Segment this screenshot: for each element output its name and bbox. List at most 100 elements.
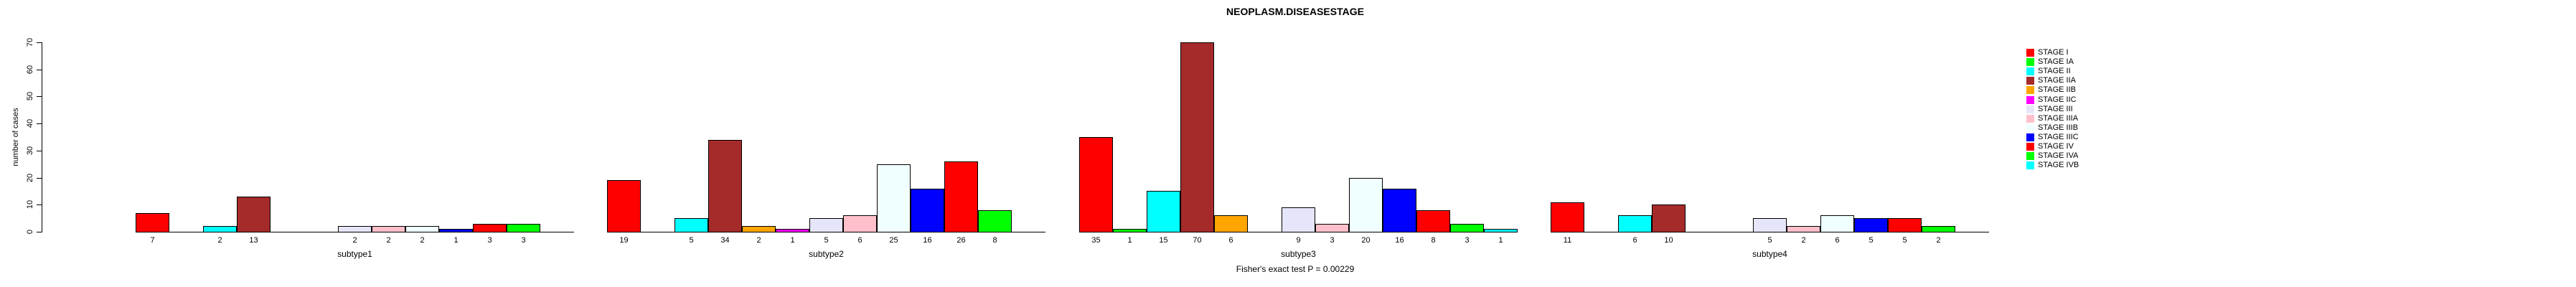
legend-swatch xyxy=(2026,143,2034,151)
bar xyxy=(978,210,1012,232)
bar xyxy=(708,139,742,232)
bar xyxy=(507,223,540,232)
y-tick-label: 10 xyxy=(26,200,34,210)
y-tick xyxy=(37,96,42,98)
bar-value-label: 2 xyxy=(1801,236,1806,245)
bar-value-label: 5 xyxy=(1767,236,1772,245)
chart-title: NEOPLASM.DISEASESTAGE xyxy=(1226,6,1364,17)
bar xyxy=(439,229,473,232)
bar xyxy=(473,223,507,232)
legend-swatch xyxy=(2026,115,2034,123)
bar xyxy=(136,212,169,232)
bar xyxy=(1416,210,1450,232)
bar-value-label: 2 xyxy=(386,236,391,245)
bar xyxy=(911,188,944,232)
bar-value-label: 9 xyxy=(1296,236,1301,245)
bar-value-label: 3 xyxy=(487,236,492,245)
bar-value-label: 15 xyxy=(1159,236,1168,245)
bar xyxy=(843,215,877,232)
bar-value-label: 6 xyxy=(857,236,862,245)
legend-label: STAGE IIIC xyxy=(2038,133,2079,141)
bar-value-label: 1 xyxy=(1127,236,1132,245)
y-tick-label: 0 xyxy=(26,229,34,235)
bar-value-label: 5 xyxy=(689,236,694,245)
legend-label: STAGE IVB xyxy=(2038,161,2079,169)
bar xyxy=(776,229,809,232)
bar xyxy=(1854,218,1888,232)
bar xyxy=(1922,226,1955,232)
bar xyxy=(944,161,978,232)
legend-label: STAGE IVA xyxy=(2038,151,2079,160)
legend-label: STAGE IIIA xyxy=(2038,114,2079,123)
bar xyxy=(405,226,439,232)
bar-value-label: 3 xyxy=(521,236,526,245)
bar xyxy=(1315,223,1349,232)
bar xyxy=(1652,204,1686,232)
bar xyxy=(1180,42,1214,232)
legend-swatch xyxy=(2026,105,2034,113)
bar-value-label: 6 xyxy=(1632,236,1637,245)
bar xyxy=(237,196,271,232)
bar xyxy=(1450,223,1484,232)
bar xyxy=(1113,229,1147,232)
bar xyxy=(1079,137,1113,232)
y-tick xyxy=(37,42,42,43)
y-tick-label: 30 xyxy=(26,146,34,155)
bar-value-label: 5 xyxy=(1868,236,1874,245)
y-tick-label: 20 xyxy=(26,173,34,182)
legend-swatch xyxy=(2026,67,2034,75)
y-tick-label: 60 xyxy=(26,65,34,74)
bar xyxy=(1349,177,1383,232)
legend-label: STAGE IIB xyxy=(2038,85,2076,94)
bar xyxy=(1214,215,1248,232)
bar xyxy=(372,226,405,232)
bar-value-label: 35 xyxy=(1091,236,1101,245)
x-group-label: subtype4 xyxy=(1752,249,1787,259)
y-tick-label: 70 xyxy=(26,37,34,47)
bar-value-label: 10 xyxy=(1664,236,1673,245)
bar-value-label: 13 xyxy=(249,236,258,245)
bar xyxy=(674,218,708,232)
legend-label: STAGE III xyxy=(2038,105,2073,113)
bar xyxy=(1147,191,1180,232)
bar-value-label: 7 xyxy=(150,236,155,245)
legend-swatch xyxy=(2026,77,2034,85)
bar-value-label: 16 xyxy=(1395,236,1404,245)
legend-swatch xyxy=(2026,86,2034,94)
bar-value-label: 2 xyxy=(756,236,761,245)
bar-value-label: 8 xyxy=(1431,236,1436,245)
legend-swatch xyxy=(2026,152,2034,160)
legend-label: STAGE IIC xyxy=(2038,95,2077,104)
bar xyxy=(1787,226,1820,232)
y-tick xyxy=(37,123,42,125)
bar-value-label: 26 xyxy=(956,236,966,245)
legend-label: STAGE IIIB xyxy=(2038,123,2079,132)
legend-swatch xyxy=(2026,49,2034,57)
bar-value-label: 2 xyxy=(420,236,425,245)
bar xyxy=(1753,218,1787,232)
bar-value-label: 2 xyxy=(1936,236,1941,245)
legend-label: STAGE IIA xyxy=(2038,76,2076,85)
bar-value-label: 2 xyxy=(352,236,357,245)
bar xyxy=(1383,188,1416,232)
bar xyxy=(338,226,372,232)
bar xyxy=(742,226,776,232)
y-tick-label: 50 xyxy=(26,92,34,101)
y-tick xyxy=(37,177,42,179)
bar-value-label: 3 xyxy=(1465,236,1470,245)
bar-value-label: 5 xyxy=(1902,236,1907,245)
bar xyxy=(809,218,843,232)
bar-value-label: 1 xyxy=(790,236,795,245)
bar-value-label: 20 xyxy=(1361,236,1371,245)
bar-value-label: 6 xyxy=(1835,236,1840,245)
bar-value-label: 8 xyxy=(992,236,997,245)
bar xyxy=(1618,215,1652,232)
bar-value-label: 11 xyxy=(1563,236,1572,245)
x-group-label: subtype1 xyxy=(337,249,372,259)
y-tick-label: 40 xyxy=(26,119,34,128)
bar-value-label: 2 xyxy=(217,236,222,245)
legend-label: STAGE I xyxy=(2038,48,2069,57)
bar-value-label: 70 xyxy=(1193,236,1202,245)
bar-value-label: 1 xyxy=(453,236,459,245)
